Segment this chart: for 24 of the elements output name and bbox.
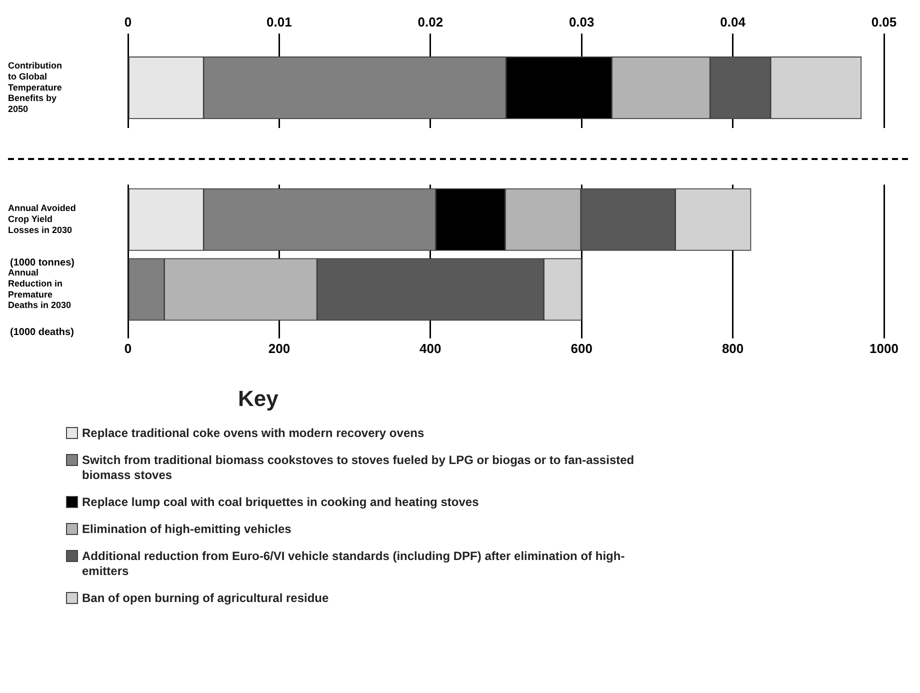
legend-label: Ban of open burning of agricultural residue [82, 591, 329, 606]
x-tick-label: 200 [268, 340, 290, 356]
x-tick-label: 0.05 [871, 14, 897, 30]
text: (1000 tonnes) [10, 257, 74, 268]
legend-label: Replace lump coal with coal briquettes in cooking and heating stoves [82, 495, 479, 510]
x-tick-label: 0.01 [266, 14, 292, 30]
legend-title: Key [237, 386, 280, 412]
x-tick-label: 1000 [870, 340, 898, 356]
x-tick-label: 800 [722, 340, 744, 356]
x-tick-label: 600 [570, 340, 592, 356]
x-tick-label: 0.03 [568, 14, 594, 30]
x-tick-label: 0 [124, 340, 132, 356]
legend-label: Switch from traditional biomass cookstoves to stoves fueled by LPG or biogas or to fan-assisted biomass stoves [82, 453, 636, 483]
x-tick-label: 0.02 [418, 14, 444, 30]
x-tick-label: 400 [420, 340, 442, 356]
y-tick-label: Annual Avoided Crop Yield Losses in 2030 [8, 203, 76, 235]
legend-label: Additional reduction from Euro-6/VI vehicle standards (including DPF) after elimination of high-emitters [82, 549, 626, 579]
x-tick-label: 0 [124, 14, 132, 30]
legend-label: Replace traditional coke ovens with modern recovery ovens [82, 426, 424, 441]
y-tick-label: Annual Reduction in Premature Deaths in 2030 [8, 268, 72, 310]
text: (1000 deaths) [10, 327, 74, 338]
legend-label: Elimination of high-emitting vehicles [82, 522, 292, 537]
x-tick-label: 0.04 [720, 14, 746, 30]
y-tick-label: Contribution to Global Temperature Benefits by 2050 [8, 60, 62, 114]
